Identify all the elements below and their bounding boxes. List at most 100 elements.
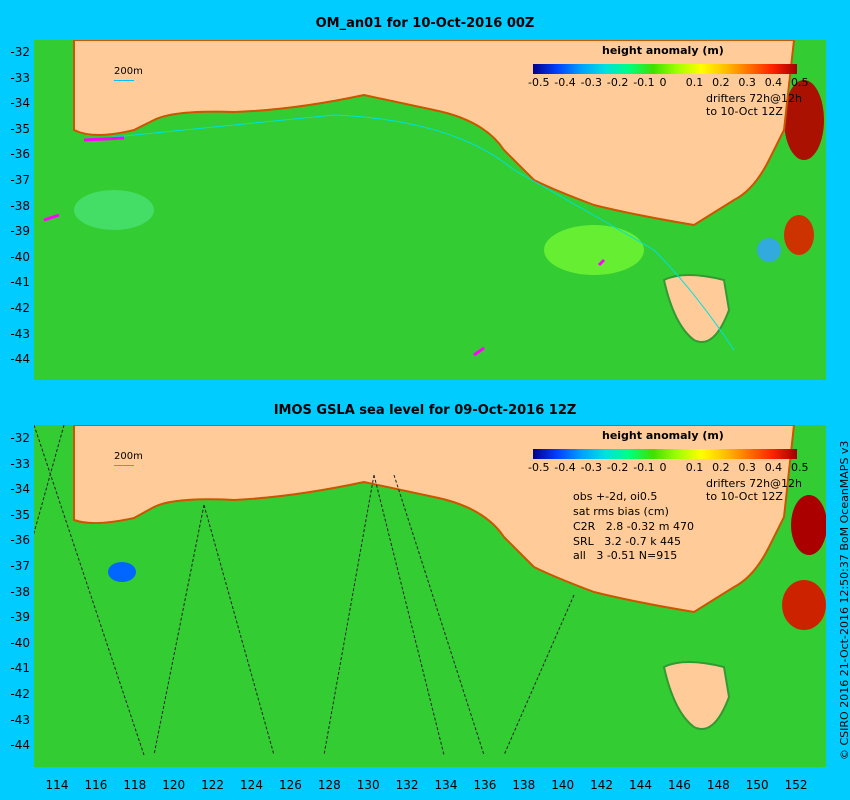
panel2-drifters-line2: to 10-Oct 12Z: [706, 490, 783, 503]
lon-tick-label: 114: [45, 778, 69, 792]
colorbar-tick: 0.5: [791, 76, 809, 89]
stats-line-4: SRL 3.2 -0.7 k 445: [573, 535, 682, 548]
lon-tick-label: 152: [784, 778, 808, 792]
lat-tick-label: -32: [10, 431, 30, 445]
colorbar-tick: -0.4: [554, 76, 576, 89]
eddy-warm: [791, 495, 827, 555]
colorbar-tick: -0.1: [633, 461, 655, 474]
panel2-title: IMOS GSLA sea level for 09-Oct-2016 12Z: [273, 403, 577, 418]
ocean-blob: [544, 225, 644, 275]
lon-tick-label: 140: [551, 778, 575, 792]
panel1-colorbar: [533, 64, 797, 74]
panel2-colorbar: [533, 449, 797, 459]
isobath-200m: [83, 114, 735, 351]
lon-tick-label: 134: [434, 778, 458, 792]
lon-tick-label: 142: [590, 778, 614, 792]
lat-tick-label: -34: [10, 482, 30, 497]
lat-tick-label: -42: [10, 301, 30, 315]
lon-tick-label: 144: [629, 778, 652, 792]
eddy-cold: [108, 562, 136, 582]
ocean-blob: [74, 190, 154, 230]
colorbar-tick: 0.4: [764, 461, 783, 474]
panel1-drifters-line2: to 10-Oct 12Z: [706, 105, 783, 118]
tasmania: [662, 274, 731, 343]
lon-tick-label: 126: [278, 778, 302, 792]
stats-line-5: all 3 -0.51 N=915: [573, 549, 678, 562]
colorbar-tick: -0.5: [528, 76, 550, 89]
panel1-title: OM_an01 for 10-Oct-2016 00Z: [315, 16, 535, 31]
credit-text: © CSIRO 2016 21-Oct-2016 12:50:37 BoM Oc…: [838, 440, 850, 760]
lat-tick-label: -36: [10, 147, 30, 162]
colorbar-tick: 0.1: [685, 461, 704, 474]
colorbar-tick: -0.5: [528, 461, 550, 474]
lon-tick-label: 128: [317, 778, 341, 792]
colorbar-tick: -0.4: [554, 461, 576, 474]
lat-tick-label: -41: [10, 661, 30, 676]
lon-tick-label: 122: [201, 778, 225, 792]
lat-tick-label: -38: [10, 198, 30, 213]
panel2-map: [13, 424, 827, 767]
colorbar-tick: 0.2: [712, 461, 730, 474]
colorbar-tick: -0.2: [606, 76, 629, 89]
lat-tick-label: -38: [10, 584, 30, 599]
lon-tick-label: 124: [240, 778, 263, 792]
colorbar-tick: -0.2: [606, 461, 629, 474]
lat-tick-label: -34: [10, 96, 30, 111]
stats-line-2: sat rms bias (cm): [573, 505, 669, 518]
lat-tick-label: -44: [10, 738, 30, 753]
lat-tick-label: -36: [10, 533, 30, 548]
lon-tick-label: 150: [745, 778, 769, 792]
lat-tick-label: -43: [10, 326, 30, 341]
colorbar-tick: -0.1: [633, 76, 655, 89]
lat-tick-label: -43: [10, 712, 30, 727]
eddy-cold: [757, 238, 781, 262]
eddy-warm: [784, 215, 814, 255]
colorbar-tick: -0.3: [580, 461, 603, 474]
lat-tick-label: -33: [10, 70, 30, 85]
colorbar-tick: 0: [659, 76, 667, 89]
panel2-scale-line: [114, 465, 134, 466]
eddy-warm: [782, 580, 826, 630]
lon-tick-label: 120: [162, 778, 186, 792]
lat-tick-label: -37: [10, 173, 30, 187]
lat-tick-label: -32: [10, 45, 30, 59]
lat-tick-label: -40: [10, 635, 30, 650]
lat-tick-label: -40: [10, 249, 30, 264]
colorbar-tick: 0: [659, 461, 667, 474]
lat-tick-label: -39: [10, 610, 30, 625]
lon-tick-label: 130: [356, 778, 380, 792]
lat-tick-label: -35: [10, 121, 30, 136]
lon-tick-label: 138: [512, 778, 536, 792]
lat-tick-label: -35: [10, 507, 30, 522]
satellite-tracks: [13, 424, 575, 756]
colorbar-tick: 0.2: [712, 76, 730, 89]
panel1-drifters-line1: drifters 72h@12h: [706, 92, 803, 105]
stats-line-1: obs +-2d, oi0.5: [573, 490, 658, 503]
lat-tick-label: -37: [10, 559, 30, 573]
panel1-scale-label: 200m: [114, 66, 143, 77]
drifter-tracks: [43, 136, 606, 357]
eddy-warm: [784, 80, 824, 160]
panel1-map: [34, 39, 826, 380]
lat-tick-label: -44: [10, 352, 30, 367]
lat-tick-label: -42: [10, 687, 30, 701]
lon-tick-label: 116: [84, 778, 108, 792]
colorbar-tick: 0.3: [738, 461, 756, 474]
panel1-scale-line: [114, 80, 134, 81]
panel2-drifters-line1: drifters 72h@12h: [706, 477, 803, 490]
panel2-scale-label: 200m: [114, 451, 143, 462]
colorbar-tick: -0.3: [580, 76, 603, 89]
stats-line-3: C2R 2.8 -0.32 m 470: [573, 520, 694, 533]
lon-tick-label: 132: [395, 778, 419, 792]
lon-tick-label: 146: [667, 778, 691, 792]
australia-mainland: [73, 424, 796, 614]
lat-tick-label: -39: [10, 224, 30, 239]
panel2-colorbar-title: height anomaly (m): [602, 429, 724, 442]
colorbar-tick: 0.1: [685, 76, 704, 89]
panel1-colorbar-title: height anomaly (m): [602, 44, 724, 57]
lat-tick-label: -33: [10, 456, 30, 471]
colorbar-tick: 0.5: [791, 461, 809, 474]
colorbar-tick: 0.3: [738, 76, 756, 89]
australia-mainland: [73, 39, 796, 227]
lon-tick-label: 118: [123, 778, 147, 792]
